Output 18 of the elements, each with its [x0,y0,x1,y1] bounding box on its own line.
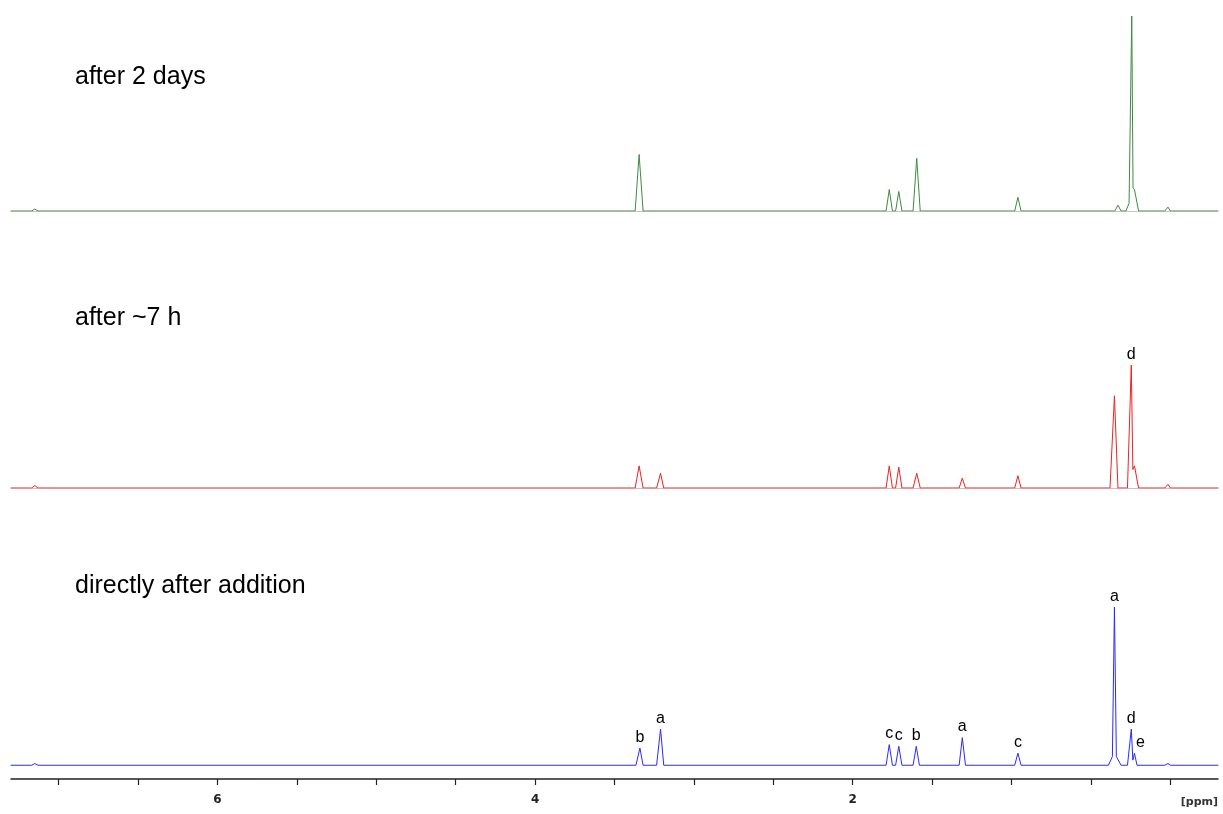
annotation: c [885,724,894,742]
text: after 2 days [75,60,206,89]
x-tick-label: 4 [530,792,540,806]
annotation: a [1110,586,1119,604]
annotation: c [894,725,903,743]
chart-title: after ~7 h [75,301,182,330]
annotation: a [656,708,666,726]
x-axis-title: [ppm] [1180,795,1218,808]
x-tick-label: 6 [213,792,222,806]
annotation: d [1126,344,1136,362]
annotation: d [1126,708,1136,726]
annotation: a [957,717,967,735]
annotation: c [1013,732,1022,750]
annotation: b [635,727,645,745]
chart-title: directly after addition [75,569,306,598]
x-tick-label: 2 [848,792,857,806]
annotation: b [911,725,921,743]
annotation: e [1136,732,1146,750]
